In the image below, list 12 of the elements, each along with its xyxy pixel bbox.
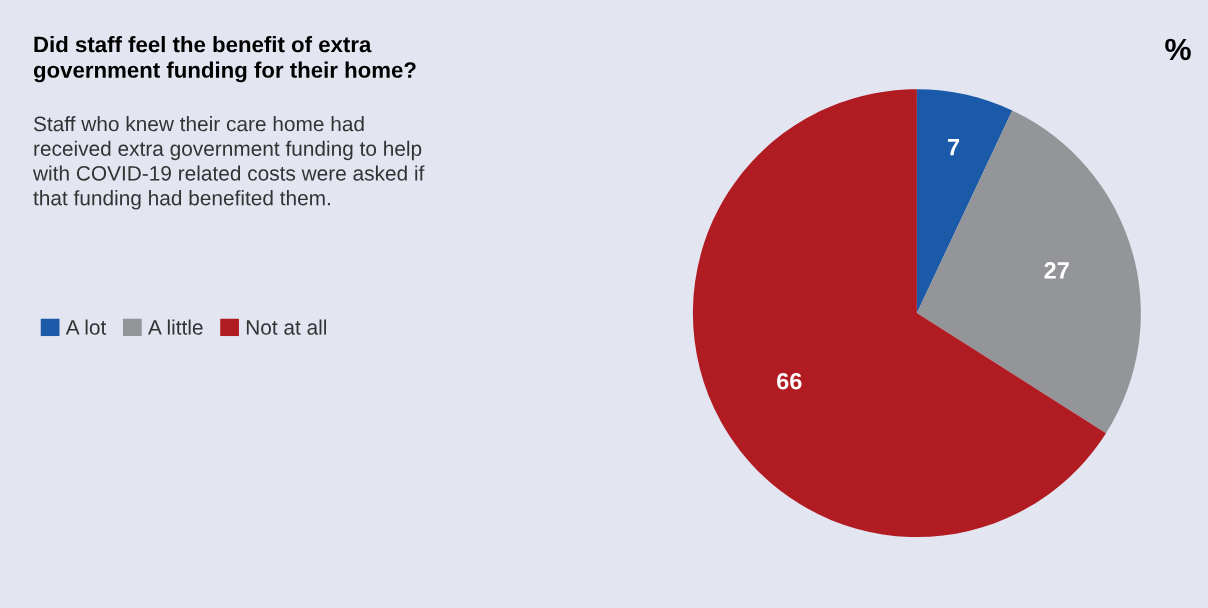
data-label: 7 <box>947 139 960 156</box>
pie-slice <box>916 89 1013 314</box>
pie-slice <box>916 110 1141 434</box>
data-label: 27 <box>1044 262 1069 279</box>
text: Staff who knew their care home had received extra government funding to help with COVID-19 related costs were asked if that funding had benefited them. <box>32 116 425 210</box>
legend-label: A lot <box>65 319 107 335</box>
legend-label: A little <box>148 319 203 335</box>
legend-label: Not at all <box>246 319 327 335</box>
text: % <box>1165 38 1191 61</box>
data-label: 66 <box>777 372 802 390</box>
pie-slice <box>692 89 1106 538</box>
chart-title: Did staff feel the benefit of extra government funding for their home? <box>33 36 416 83</box>
